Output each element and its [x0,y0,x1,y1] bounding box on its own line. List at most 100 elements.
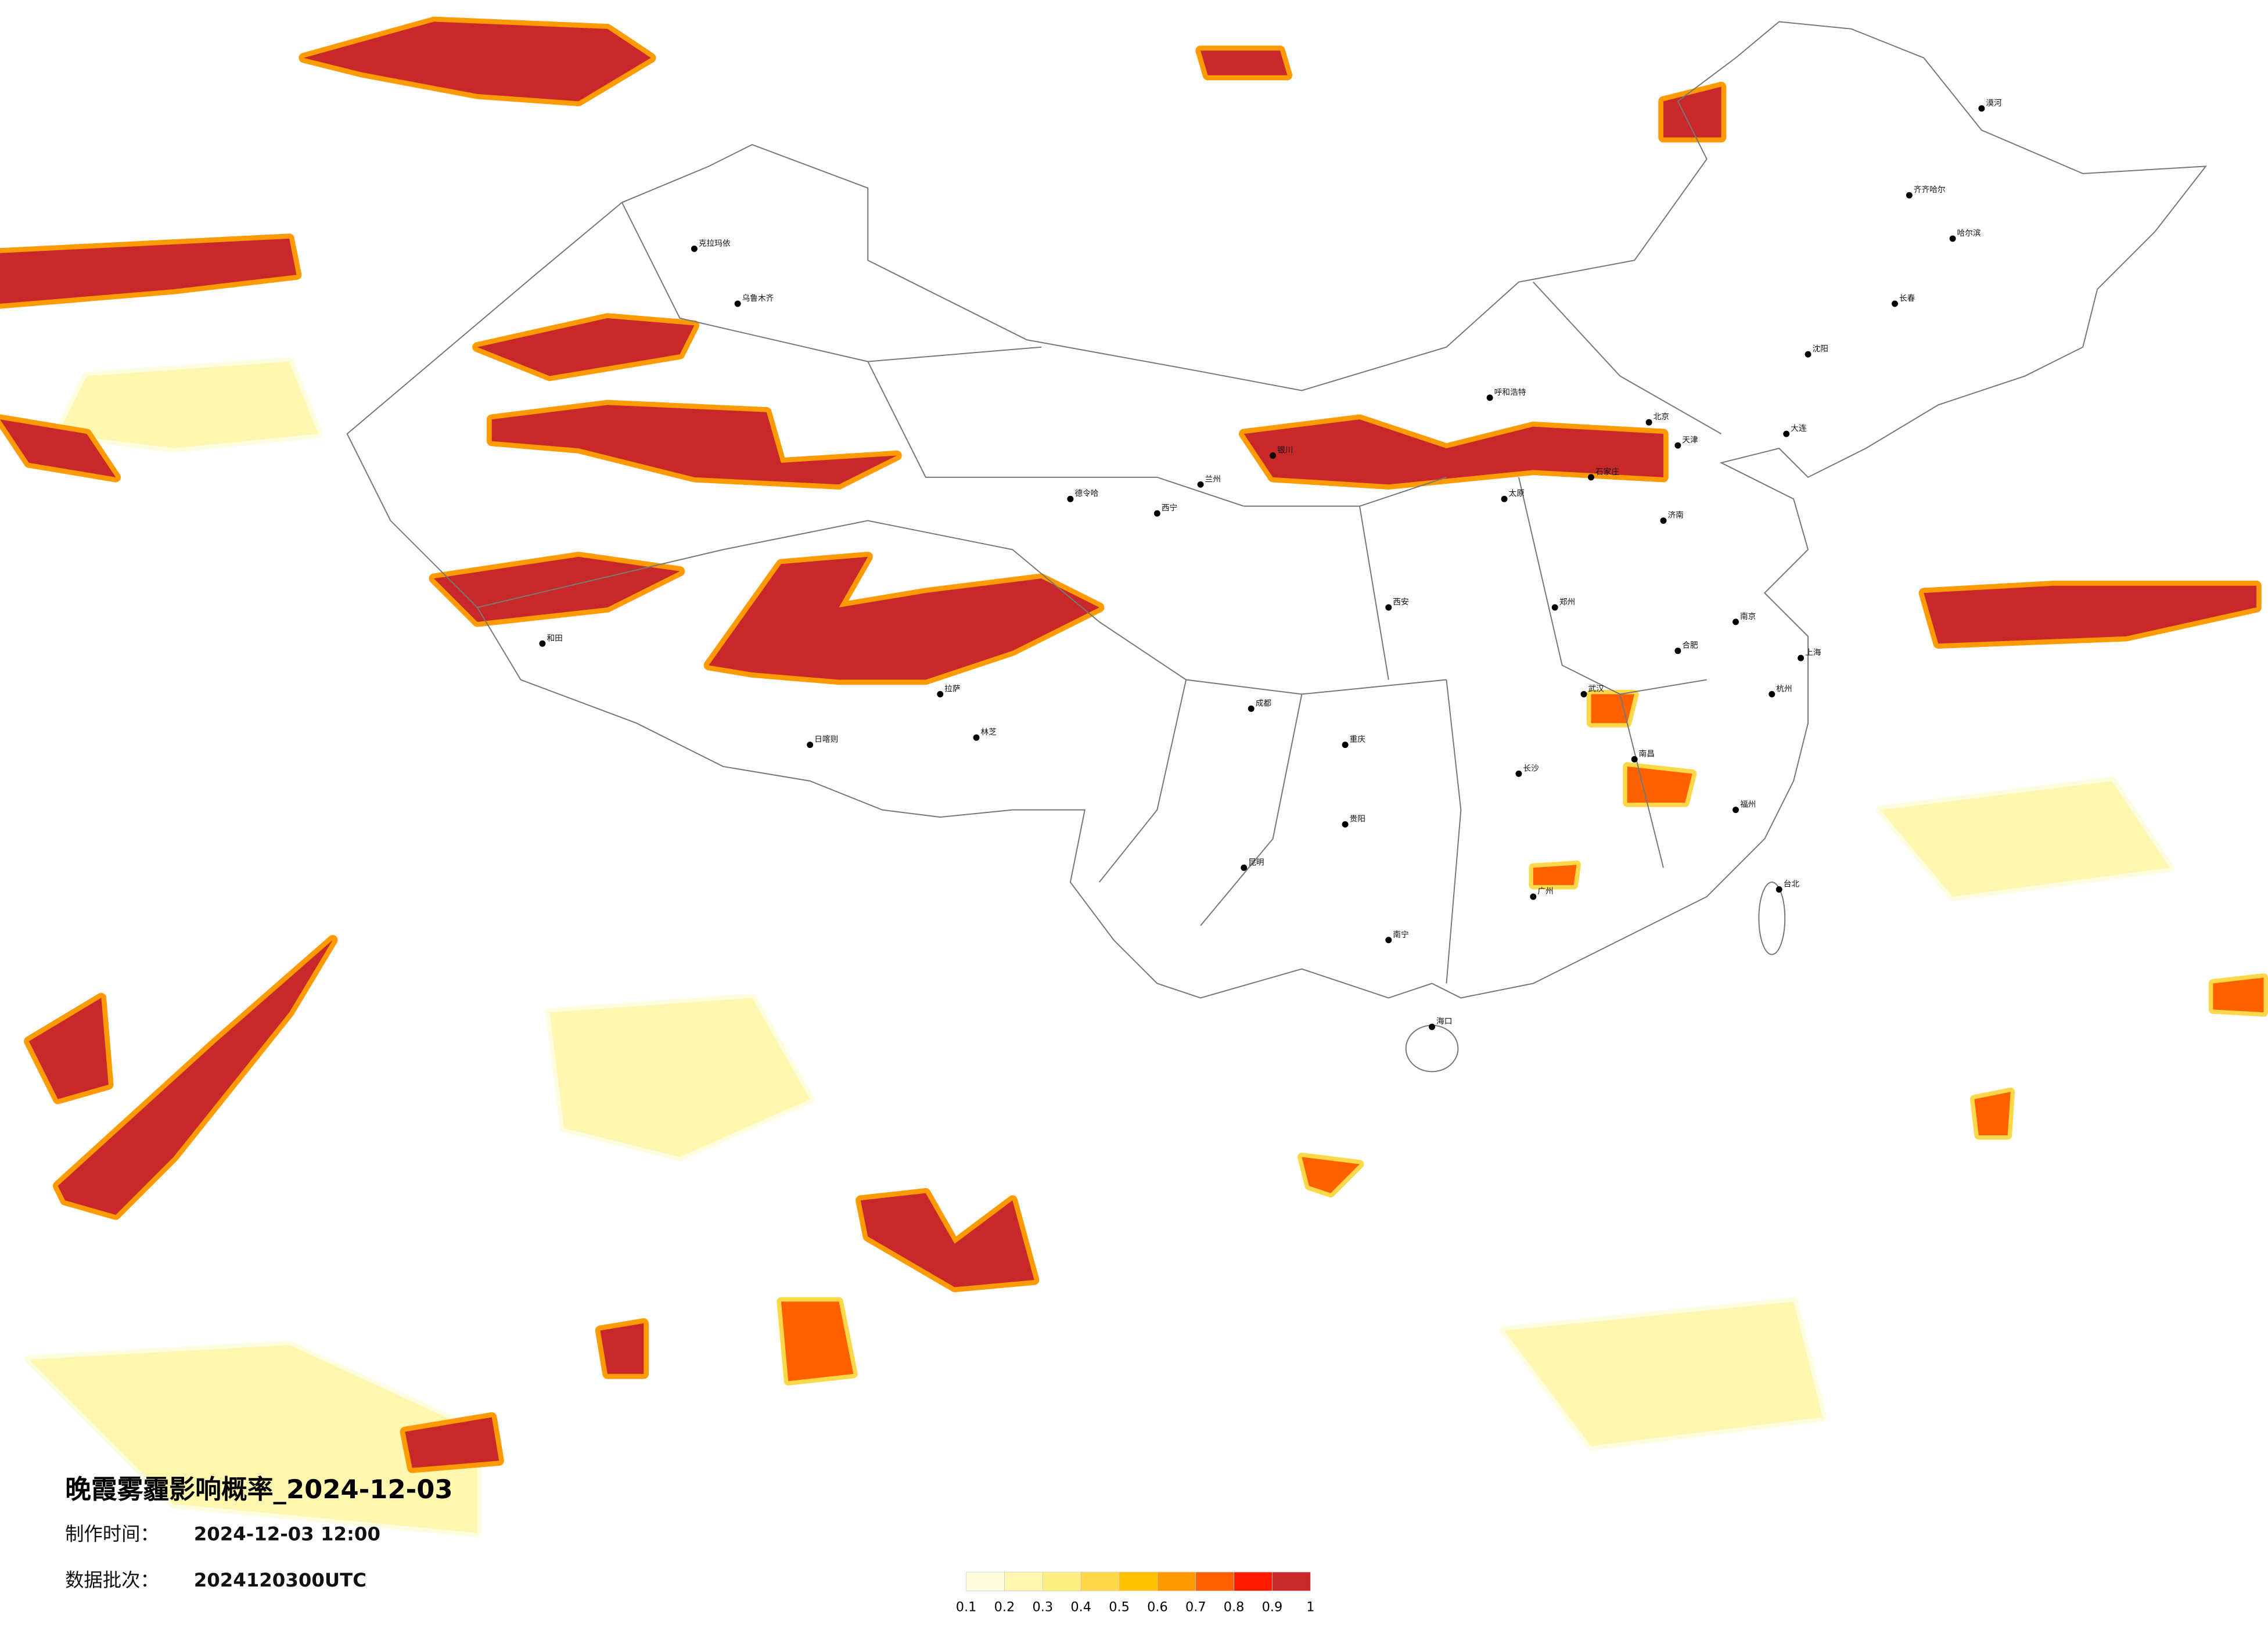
info-value: 2024-12-03 12:00 [194,1523,380,1545]
city-label: 呼和浩特 [1494,388,1526,397]
city-dot [1660,517,1667,524]
city-dot [1674,442,1681,449]
borders [346,21,2208,1073]
city-label: 和田 [547,634,562,643]
city-dot [1270,452,1277,459]
info-label: 制作时间： [65,1523,159,1545]
city-label: 武汉 [1588,684,1604,693]
legend-tick-label: 0.7 [1185,1599,1206,1614]
map-title: 晚霞雾霾影响概率_2024-12-03 [65,1474,453,1505]
legend-tick-label: 0.3 [1033,1599,1054,1614]
legend-swatch [1004,1571,1043,1591]
city-dot [1551,604,1558,611]
city-label: 福州 [1740,800,1756,810]
city-dot [1906,192,1913,199]
city-dot [691,245,698,252]
city-label: 郑州 [1559,598,1575,607]
city-dot [973,734,980,741]
city-label: 大连 [1791,424,1807,433]
city-dot [1385,937,1392,944]
city-dot [1645,419,1652,426]
city-dot [1769,690,1775,697]
city-dot [1342,821,1349,828]
legend-tick-label: 0.1 [956,1599,977,1614]
city-dot [1674,647,1681,654]
city-dot [1241,864,1248,871]
city-label: 海口 [1436,1017,1452,1026]
legend-swatch [1272,1571,1311,1591]
legend-swatch [966,1571,1005,1591]
city-dot [1733,807,1739,814]
city-dot [1530,893,1537,900]
city-dot [1515,770,1522,777]
city-dot [1248,705,1255,712]
legend-swatch [1195,1571,1234,1591]
city-dot [1798,654,1805,661]
city-dot [1580,690,1587,697]
city-label: 合肥 [1682,641,1698,650]
info-value: 2024120300UTC [194,1569,366,1591]
city-label: 西宁 [1162,503,1177,513]
legend-tick-label: 0.5 [1109,1599,1130,1614]
city-dot [1783,430,1790,437]
city-label: 银川 [1277,446,1293,455]
city-label: 杭州 [1776,684,1792,693]
legend-swatch [1157,1571,1196,1591]
city-label: 兰州 [1205,474,1221,484]
city-dot [1486,394,1493,401]
city-label: 济南 [1667,511,1683,520]
city-label: 拉萨 [944,684,960,693]
city-dot [1153,510,1160,517]
city-dot [1978,105,1985,112]
legend-tick-label: 0.4 [1070,1599,1091,1614]
city-dot [1733,618,1739,625]
info: 制作时间： 2024-12-03 12:00 数据批次： 2024120300UTC [65,1523,380,1591]
city-dot [1891,300,1898,307]
city-label: 广州 [1537,887,1553,896]
legend-swatch [1080,1571,1120,1591]
city-label: 西安 [1393,598,1408,607]
city-dot [1587,474,1594,481]
legend-tick-label: 0.6 [1147,1599,1168,1614]
city-dot [1342,742,1349,749]
city-label: 台北 [1784,880,1800,889]
city-dot [1067,495,1074,502]
city-label: 南京 [1740,612,1756,621]
city-label: 齐齐哈尔 [1914,185,1946,195]
city-dot [1501,495,1508,502]
city-label: 昆明 [1248,858,1264,867]
city-dot [1949,235,1956,242]
legend-swatch [1042,1571,1081,1591]
city-label: 哈尔滨 [1957,229,1981,238]
city-dot [807,742,814,749]
info-label: 数据批次： [65,1569,159,1591]
city-label: 成都 [1256,699,1272,708]
city-dot [937,690,944,697]
city-dot [1385,604,1392,611]
city-dot [1775,886,1782,893]
city-label: 漠河 [1986,99,2002,108]
city-label: 克拉玛依 [699,239,731,248]
legend-swatch [1119,1571,1158,1591]
city-label: 长沙 [1523,764,1539,773]
city-label: 德令哈 [1074,489,1098,498]
city-label: 乌鲁木齐 [742,294,774,303]
city-label: 日喀则 [814,735,838,744]
city-label: 石家庄 [1595,467,1619,477]
city-label: 贵阳 [1350,815,1365,824]
city-label: 太原 [1509,489,1525,498]
city-label: 长春 [1899,294,1915,303]
fog-layer [0,16,2268,1538]
legend-tick-label: 0.8 [1224,1599,1245,1614]
city-dot [1805,351,1811,358]
city-label: 沈阳 [1813,344,1828,354]
legend: 0.1 0.2 0.3 0.4 0.5 0.6 0.7 0.8 0.9 1 [956,1571,1314,1614]
city-dot [1429,1023,1436,1030]
city-dot [1631,756,1638,762]
city-label: 上海 [1805,648,1821,657]
city-label: 南昌 [1639,749,1655,758]
legend-tick-label: 0.2 [994,1599,1015,1614]
legend-swatch [1234,1571,1273,1591]
